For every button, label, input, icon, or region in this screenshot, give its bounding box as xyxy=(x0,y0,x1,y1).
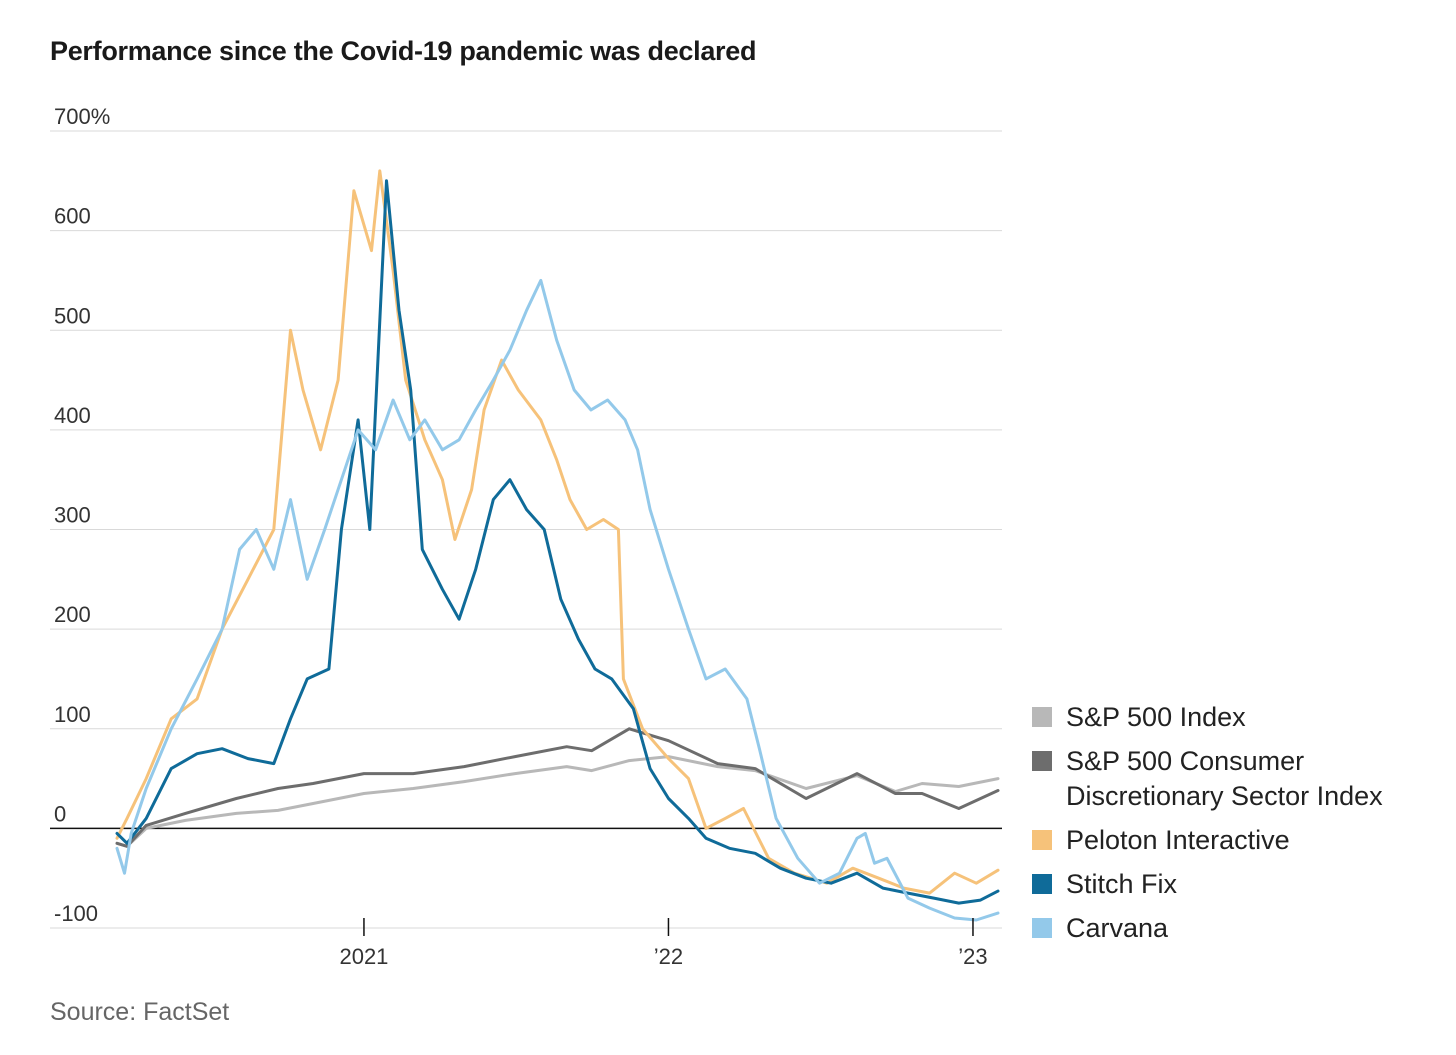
y-tick-label: 0 xyxy=(54,801,66,826)
gridlines xyxy=(50,130,1002,929)
legend-swatch xyxy=(1032,751,1052,771)
legend-label: Carvana xyxy=(1066,913,1169,943)
legend-label: Stitch Fix xyxy=(1066,869,1178,899)
x-tick-label: ’23 xyxy=(958,944,987,969)
legend-label: S&P 500 Consumer Discretionary Sector In… xyxy=(1066,746,1383,811)
x-tick-label: ’22 xyxy=(654,944,683,969)
y-tick-label: 400 xyxy=(54,403,91,428)
y-tick-label: 700% xyxy=(54,104,110,129)
legend-item: Carvana xyxy=(1032,911,1426,946)
legend-swatch xyxy=(1032,874,1052,894)
legend-swatch xyxy=(1032,918,1052,938)
y-tick-label: 300 xyxy=(54,503,91,528)
legend-item: Stitch Fix xyxy=(1032,867,1426,902)
legend-label: Peloton Interactive xyxy=(1066,825,1290,855)
legend-swatch xyxy=(1032,707,1052,727)
legend-label: S&P 500 Index xyxy=(1066,702,1246,732)
series-line-s-p-500-consumer-discretionary-sector-index xyxy=(115,727,1000,848)
legend-item: S&P 500 Index xyxy=(1032,700,1426,735)
source-note: Source: FactSet xyxy=(50,998,230,1026)
x-axis: 2021 ’22 ’23 xyxy=(339,918,988,969)
y-tick-label: 600 xyxy=(54,204,91,229)
x-tick-label: 2021 xyxy=(339,944,388,969)
y-tick-label: 500 xyxy=(54,303,91,328)
series-lines xyxy=(115,169,1000,922)
series-line-carvana xyxy=(115,278,1000,922)
y-tick-label: -100 xyxy=(54,901,98,926)
legend: S&P 500 Index S&P 500 Consumer Discretion… xyxy=(1032,700,1426,955)
legend-swatch xyxy=(1032,830,1052,850)
legend-item: Peloton Interactive xyxy=(1032,823,1426,858)
y-tick-label: 200 xyxy=(54,602,91,627)
chart-title: Performance since the Covid-19 pandemic … xyxy=(50,36,757,66)
y-tick-label: 100 xyxy=(54,702,91,727)
series-line-peloton-interactive xyxy=(115,169,1000,895)
legend-item: S&P 500 Consumer Discretionary Sector In… xyxy=(1032,744,1426,814)
y-axis-tick-labels: -100 0 100 200 300 400 500 600 700% xyxy=(54,104,110,926)
